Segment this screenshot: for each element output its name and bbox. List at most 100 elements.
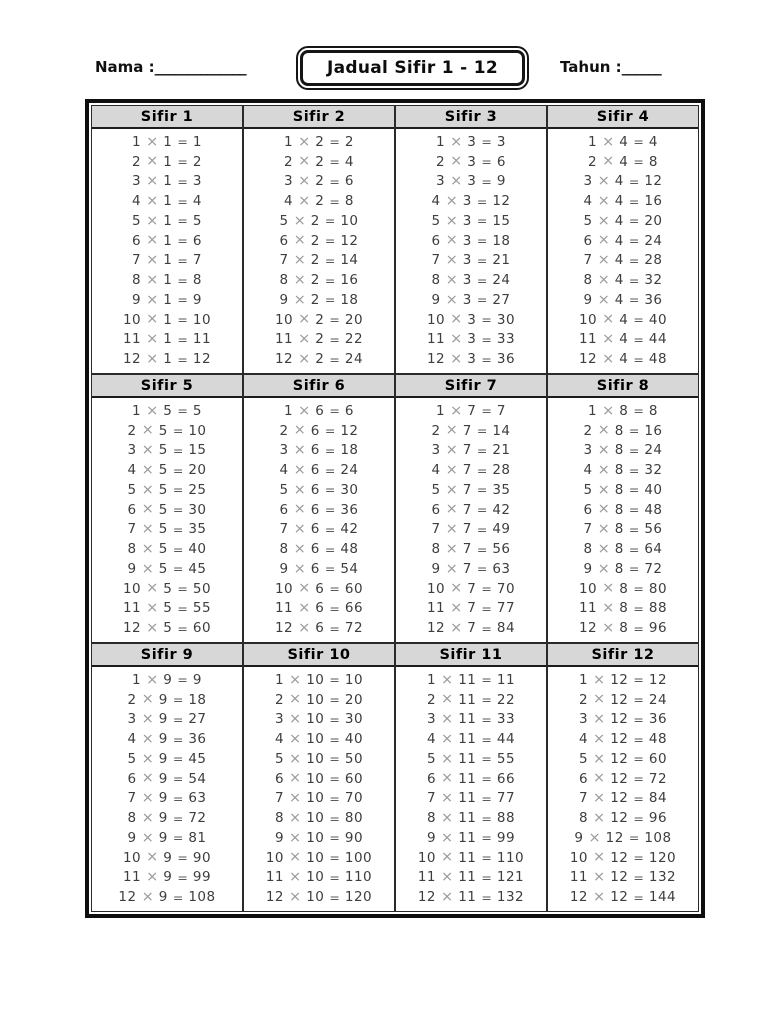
multiplier-value: 7 (431, 521, 441, 538)
multiplier-value: 4 (274, 731, 285, 748)
equals-sign: = (481, 672, 492, 688)
equals-sign: = (481, 312, 492, 328)
times-icon: × (441, 829, 454, 846)
multiplier-value: 4 (583, 462, 593, 479)
equals-sign: = (172, 751, 184, 767)
result-value: 24 (492, 272, 511, 289)
times-icon: × (293, 501, 306, 518)
sifir-section-rows: 1 × 10 = 10 2 × 10 = 20 3 × 10 = 30 4 × 10 = 40 5 × 10 = 50 6 × 10 =… (244, 667, 394, 911)
base-value: 10 (306, 810, 325, 827)
times-icon: × (146, 212, 159, 229)
base-value: 11 (458, 711, 477, 728)
times-icon: × (293, 291, 306, 308)
result-value: 42 (340, 521, 359, 538)
base-value: 7 (462, 501, 472, 518)
tahun-blank-line: ______ (621, 58, 662, 76)
result-value: 48 (648, 731, 668, 748)
sifir-section: Sifir 7 1 × 7 = 7 2 × 7 = 14 3 × 7 = 21 4 × 7 = 28 5 × 7 = 35 6 × 7 =… (395, 374, 547, 643)
equals-sign: = (481, 154, 492, 170)
result-value: 20 (644, 212, 663, 229)
times-table-row: 11 × 3 = 33 (396, 330, 546, 350)
times-table-row: 2 × 1 = 2 (92, 152, 242, 172)
multiplier-value: 9 (431, 291, 441, 308)
times-table-row: 4 × 3 = 12 (396, 191, 546, 211)
multiplier-value: 9 (279, 560, 289, 577)
equals-sign: = (476, 272, 488, 288)
times-icon: × (593, 888, 606, 905)
base-value: 12 (610, 750, 629, 767)
base-value: 12 (610, 691, 629, 708)
times-table-row: 5 × 12 = 60 (548, 749, 698, 769)
times-table-row: 1 × 10 = 10 (244, 670, 394, 690)
times-table-row: 11 × 12 = 132 (548, 868, 698, 888)
base-value: 12 (610, 671, 629, 688)
times-table-row: 7 × 4 = 28 (548, 251, 698, 271)
result-value: 6 (192, 232, 202, 249)
base-value: 3 (467, 311, 477, 328)
times-icon: × (298, 173, 311, 190)
times-icon: × (298, 311, 311, 328)
equals-sign: = (633, 672, 644, 688)
result-value: 60 (344, 770, 364, 787)
multiplier-value: 1 (132, 133, 142, 150)
multiplier-value: 10 (122, 849, 142, 866)
sifir-section-rows: 1 × 4 = 4 2 × 4 = 8 3 × 4 = 12 4 × 4 = 16 5 × 4 = 20 6 × 4 = 24 7 × 4 = 28… (548, 129, 698, 373)
times-table-row: 8 × 1 = 8 (92, 270, 242, 290)
multiplier-value: 8 (274, 810, 285, 827)
times-table-row: 5 × 4 = 20 (548, 211, 698, 231)
multiplier-value: 6 (426, 770, 437, 787)
times-icon: × (593, 790, 606, 807)
multiplier-value: 4 (431, 462, 441, 479)
sifir-section-rows: 1 × 7 = 7 2 × 7 = 14 3 × 7 = 21 4 × 7 = 28 5 × 7 = 35 6 × 7 = 42 7 × 7 = 4… (396, 398, 546, 642)
base-value: 10 (306, 889, 325, 906)
times-table-row: 5 × 9 = 45 (92, 749, 242, 769)
multiplier-value: 6 (431, 501, 441, 518)
multiplier-value: 8 (426, 810, 437, 827)
multiplier-value: 6 (127, 770, 137, 787)
base-value: 2 (310, 252, 320, 269)
sifir-section-rows: 1 × 5 = 5 2 × 5 = 10 3 × 5 = 15 4 × 5 = 20 5 × 5 = 25 6 × 5 = 30 7 × 5 = 3… (92, 398, 242, 642)
result-value: 7 (192, 252, 202, 269)
base-value: 4 (619, 311, 629, 328)
result-value: 2 (344, 133, 354, 150)
times-icon: × (146, 252, 159, 269)
multiplier-value: 8 (578, 810, 589, 827)
base-value: 11 (458, 731, 477, 748)
times-table-row: 4 × 4 = 16 (548, 191, 698, 211)
result-value: 54 (340, 560, 359, 577)
sifir-section-rows: 1 × 12 = 12 2 × 12 = 24 3 × 12 = 36 4 × 12 = 48 5 × 12 = 60 6 × 12 =… (548, 667, 698, 911)
times-table-row: 7 × 11 = 77 (396, 789, 546, 809)
times-table-row: 4 × 9 = 36 (92, 729, 242, 749)
equals-sign: = (324, 502, 336, 518)
times-table-row: 9 × 1 = 9 (92, 290, 242, 310)
times-icon: × (289, 849, 302, 866)
times-icon: × (602, 311, 615, 328)
sifir-section: Sifir 9 1 × 9 = 9 2 × 9 = 18 3 × 9 = 27 4 × 9 = 36 5 × 9 = 45 6 × 9 =… (91, 643, 243, 912)
times-icon: × (441, 750, 454, 767)
multiplier-value: 5 (431, 212, 441, 229)
equals-sign: = (329, 830, 340, 846)
equals-sign: = (172, 502, 184, 518)
base-value: 12 (610, 889, 629, 906)
nama-label: Nama : (95, 58, 155, 76)
equals-sign: = (177, 193, 188, 209)
times-table-row: 10 × 7 = 70 (396, 579, 546, 599)
times-icon: × (141, 560, 154, 577)
times-table-row: 6 × 5 = 30 (92, 500, 242, 520)
multiplier-value: 6 (127, 501, 137, 518)
equals-sign: = (329, 889, 340, 905)
times-icon: × (289, 770, 302, 787)
multiplier-value: 12 (569, 889, 589, 906)
times-table-row: 10 × 4 = 40 (548, 310, 698, 330)
multiplier-value: 5 (279, 212, 289, 229)
multiplier-value: 5 (583, 481, 593, 498)
times-table-row: 9 × 11 = 99 (396, 828, 546, 848)
base-value: 11 (458, 671, 477, 688)
result-value: 6 (344, 173, 354, 190)
base-value: 5 (158, 501, 168, 518)
multiplier-value: 5 (426, 750, 437, 767)
times-icon: × (597, 252, 610, 269)
result-value: 55 (496, 750, 516, 767)
base-value: 4 (614, 272, 624, 289)
sifir-section: Sifir 6 1 × 6 = 6 2 × 6 = 12 3 × 6 = 18 4 × 6 = 24 5 × 6 = 30 6 × 6 =… (243, 374, 395, 643)
